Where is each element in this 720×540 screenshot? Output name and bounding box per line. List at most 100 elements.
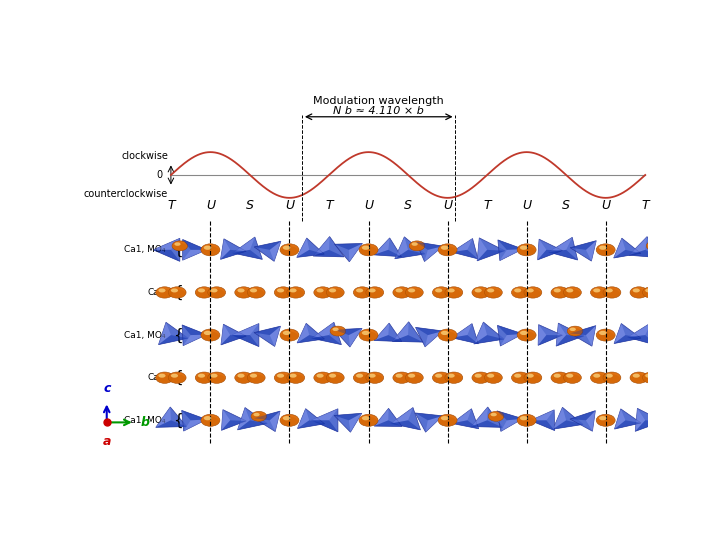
Polygon shape <box>233 237 255 253</box>
Polygon shape <box>451 335 478 344</box>
Polygon shape <box>270 411 280 431</box>
Polygon shape <box>392 335 423 342</box>
Ellipse shape <box>406 289 423 298</box>
Polygon shape <box>614 335 641 343</box>
Polygon shape <box>182 325 207 335</box>
Ellipse shape <box>591 289 608 298</box>
Ellipse shape <box>590 287 608 298</box>
Polygon shape <box>426 416 443 432</box>
Polygon shape <box>222 410 246 430</box>
Ellipse shape <box>172 241 188 251</box>
Ellipse shape <box>439 246 456 255</box>
Ellipse shape <box>168 372 186 383</box>
Text: 0: 0 <box>156 170 163 180</box>
Ellipse shape <box>631 289 647 298</box>
Text: S: S <box>562 199 570 212</box>
Ellipse shape <box>473 374 489 383</box>
Ellipse shape <box>362 416 369 420</box>
Ellipse shape <box>570 328 576 331</box>
Polygon shape <box>374 335 402 342</box>
Ellipse shape <box>603 287 621 298</box>
Polygon shape <box>570 326 596 335</box>
Ellipse shape <box>630 372 648 383</box>
Ellipse shape <box>433 372 450 383</box>
Polygon shape <box>232 323 259 335</box>
Polygon shape <box>374 420 402 427</box>
Polygon shape <box>158 322 171 345</box>
Ellipse shape <box>597 417 614 426</box>
Polygon shape <box>474 322 487 344</box>
Polygon shape <box>254 411 280 420</box>
Ellipse shape <box>596 414 615 426</box>
Polygon shape <box>233 250 262 259</box>
Polygon shape <box>220 239 230 259</box>
Polygon shape <box>586 326 596 346</box>
Ellipse shape <box>526 288 534 293</box>
Ellipse shape <box>474 374 482 377</box>
Polygon shape <box>500 334 523 346</box>
Ellipse shape <box>277 374 284 377</box>
Polygon shape <box>474 335 504 344</box>
Ellipse shape <box>204 331 212 335</box>
Ellipse shape <box>198 374 205 377</box>
Ellipse shape <box>359 414 378 426</box>
Ellipse shape <box>247 372 265 383</box>
Polygon shape <box>313 237 330 256</box>
Ellipse shape <box>433 374 449 383</box>
Ellipse shape <box>408 288 415 293</box>
Ellipse shape <box>485 374 501 383</box>
Polygon shape <box>531 420 554 430</box>
Polygon shape <box>374 323 389 341</box>
Ellipse shape <box>606 374 613 377</box>
Polygon shape <box>629 237 647 255</box>
Polygon shape <box>498 240 523 250</box>
Polygon shape <box>313 250 344 257</box>
Ellipse shape <box>158 288 166 293</box>
Ellipse shape <box>362 331 369 335</box>
Ellipse shape <box>395 374 402 377</box>
Ellipse shape <box>275 374 292 383</box>
Text: T: T <box>642 199 649 212</box>
Polygon shape <box>498 326 523 346</box>
Ellipse shape <box>433 289 449 298</box>
Polygon shape <box>614 323 641 343</box>
Ellipse shape <box>156 287 174 298</box>
Ellipse shape <box>591 374 608 383</box>
Ellipse shape <box>174 242 181 246</box>
Ellipse shape <box>564 374 580 383</box>
Polygon shape <box>613 250 641 258</box>
Polygon shape <box>497 411 523 420</box>
Polygon shape <box>374 238 390 255</box>
Polygon shape <box>472 407 487 427</box>
Ellipse shape <box>289 374 297 377</box>
Polygon shape <box>614 409 641 429</box>
Polygon shape <box>392 322 409 341</box>
Polygon shape <box>613 238 641 258</box>
Polygon shape <box>500 249 523 261</box>
Ellipse shape <box>511 287 529 298</box>
Ellipse shape <box>314 287 332 298</box>
Polygon shape <box>220 250 246 259</box>
Ellipse shape <box>280 329 299 341</box>
Ellipse shape <box>208 287 225 298</box>
Polygon shape <box>297 409 310 428</box>
Polygon shape <box>181 410 207 431</box>
Polygon shape <box>452 409 472 423</box>
Polygon shape <box>570 326 596 346</box>
Polygon shape <box>312 322 334 338</box>
Ellipse shape <box>435 374 442 377</box>
Text: U: U <box>364 199 373 212</box>
Ellipse shape <box>235 374 252 383</box>
Polygon shape <box>313 237 344 257</box>
Ellipse shape <box>250 374 257 377</box>
Polygon shape <box>183 335 207 346</box>
Ellipse shape <box>438 329 457 341</box>
Polygon shape <box>556 323 584 346</box>
Polygon shape <box>635 408 663 431</box>
Ellipse shape <box>366 372 384 383</box>
Polygon shape <box>254 241 281 261</box>
Ellipse shape <box>253 413 260 416</box>
Ellipse shape <box>168 287 186 298</box>
Polygon shape <box>477 238 487 261</box>
Ellipse shape <box>326 372 344 383</box>
